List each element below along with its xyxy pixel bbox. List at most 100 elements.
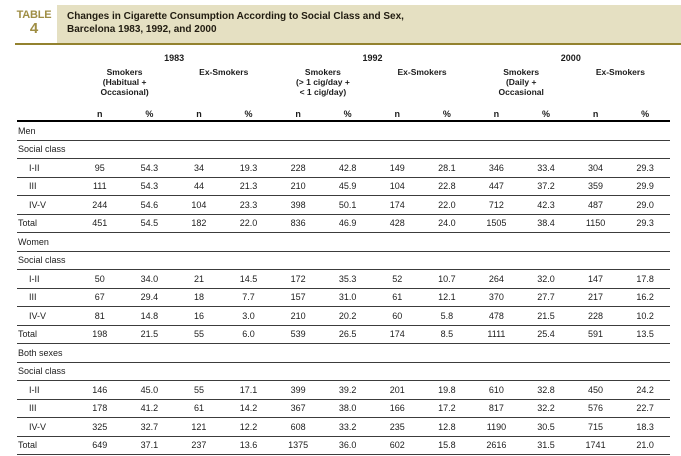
- value-cell: 16: [174, 306, 224, 326]
- value-cell: 478: [471, 306, 522, 326]
- consumption-table: 1983 1992 2000 Smokers (Habitual + Occas…: [17, 49, 670, 455]
- value-cell: 174: [372, 325, 423, 344]
- value-cell: 178: [75, 399, 125, 418]
- value-cell: 1741: [570, 436, 621, 455]
- value-cell: 217: [570, 288, 621, 307]
- table-row: I-II 95 54.3 34 19.3 228 42.8 149 28.1 346 33.4 304…: [17, 158, 670, 178]
- group-header-row: Smokers (Habitual + Occasional) Ex-Smoke…: [17, 66, 670, 106]
- year-header-1983: 1983: [164, 52, 185, 63]
- value-cell: 201: [372, 380, 423, 400]
- value-cell: 182: [174, 214, 224, 233]
- value-cell: 111: [75, 177, 125, 196]
- value-cell: 46.9: [322, 214, 373, 233]
- value-cell: 37.1: [124, 436, 175, 455]
- smokers-header-line: (Habitual +: [102, 77, 147, 87]
- spacer-cell: [17, 106, 75, 122]
- table-row: I-II 146 45.0 55 17.1 399 39.2 201 19.8 610 32.8 45…: [17, 380, 670, 400]
- spacer-cell: [17, 66, 75, 106]
- value-cell: 346: [471, 158, 522, 178]
- value-cell: 228: [570, 306, 621, 326]
- spacer-cell: [17, 49, 75, 66]
- value-cell: 166: [372, 399, 423, 418]
- row-label: IV-V: [17, 195, 75, 215]
- value-cell: 22.8: [422, 177, 472, 196]
- value-cell: 539: [273, 325, 323, 344]
- table-badge-number: 4: [29, 20, 39, 37]
- row-label: Total: [17, 436, 75, 455]
- value-cell: 28.1: [422, 158, 472, 178]
- value-cell: 10.2: [620, 306, 670, 326]
- year-header-2000: 2000: [560, 52, 581, 63]
- value-cell: 32.8: [521, 380, 571, 400]
- value-cell: 210: [273, 177, 323, 196]
- value-cell: 370: [471, 288, 522, 307]
- n-percent-header-row: n % n % n % n % n % n %: [17, 106, 670, 122]
- value-cell: 44: [174, 177, 224, 196]
- value-cell: 30.5: [521, 417, 571, 437]
- value-cell: 7.7: [223, 288, 274, 307]
- value-cell: 33.4: [521, 158, 571, 178]
- n-header: n: [174, 106, 224, 122]
- value-cell: 451: [75, 214, 125, 233]
- value-cell: 12.1: [422, 288, 472, 307]
- value-cell: 2616: [471, 436, 522, 455]
- value-cell: 712: [471, 195, 522, 215]
- row-label: I-II: [17, 158, 75, 178]
- value-cell: 715: [570, 417, 621, 437]
- value-cell: 81: [75, 306, 125, 326]
- ex-smokers-header-1992: Ex-Smokers: [397, 67, 447, 77]
- smokers-header-line: Smokers: [304, 67, 341, 77]
- value-cell: 29.3: [620, 158, 670, 178]
- value-cell: 17.2: [422, 399, 472, 418]
- value-cell: 12.8: [422, 417, 472, 437]
- value-cell: 29.3: [620, 214, 670, 233]
- table-title-block: Changes in Cigarette Consumption Accordi…: [57, 5, 681, 43]
- value-cell: 22.7: [620, 399, 670, 418]
- smokers-header-line: Occasional: [498, 87, 544, 97]
- value-cell: 19.3: [223, 158, 274, 178]
- value-cell: 304: [570, 158, 621, 178]
- subsection-label: Social class: [17, 140, 670, 159]
- section-label: Women: [17, 232, 670, 252]
- table-number-badge: TABLE 4: [14, 9, 54, 37]
- value-cell: 41.2: [124, 399, 175, 418]
- value-cell: 3.0: [223, 306, 274, 326]
- smokers-header-line: (Daily +: [505, 77, 537, 87]
- value-cell: 591: [570, 325, 621, 344]
- value-cell: 39.2: [322, 380, 373, 400]
- ex-smokers-header-2000: Ex-Smokers: [595, 67, 645, 77]
- year-header-row: 1983 1992 2000: [17, 49, 670, 66]
- table-title-line2: Barcelona 1983, 1992, and 2000: [67, 23, 217, 35]
- value-cell: 237: [174, 436, 224, 455]
- n-header: n: [273, 106, 323, 122]
- row-label: Total: [17, 214, 75, 233]
- value-cell: 52: [372, 269, 423, 289]
- table-body: Men Social class I-II 95 54.3 34 19.3 228 42.8 14…: [17, 121, 670, 455]
- value-cell: 31.0: [322, 288, 373, 307]
- value-cell: 38.0: [322, 399, 373, 418]
- value-cell: 1190: [471, 417, 522, 437]
- value-cell: 235: [372, 417, 423, 437]
- value-cell: 54.3: [124, 158, 175, 178]
- subsection-header-row: Social class: [17, 140, 670, 159]
- value-cell: 50.1: [322, 195, 373, 215]
- value-cell: 20.2: [322, 306, 373, 326]
- value-cell: 67: [75, 288, 125, 307]
- value-cell: 17.8: [620, 269, 670, 289]
- value-cell: 244: [75, 195, 125, 215]
- section-header-row: Women: [17, 232, 670, 252]
- value-cell: 264: [471, 269, 522, 289]
- value-cell: 359: [570, 177, 621, 196]
- value-cell: 428: [372, 214, 423, 233]
- value-cell: 399: [273, 380, 323, 400]
- value-cell: 54.3: [124, 177, 175, 196]
- value-cell: 146: [75, 380, 125, 400]
- value-cell: 8.5: [422, 325, 472, 344]
- value-cell: 1111: [471, 325, 522, 344]
- table-title-line1: Changes in Cigarette Consumption Accordi…: [67, 11, 404, 22]
- total-row: Total 451 54.5 182 22.0 836 46.9 428 24.0 1505 38.…: [17, 214, 670, 233]
- total-row: Total 198 21.5 55 6.0 539 26.5 174 8.5 1111 25.4 59…: [17, 325, 670, 344]
- row-label: I-II: [17, 380, 75, 400]
- subsection-label: Social class: [17, 251, 670, 270]
